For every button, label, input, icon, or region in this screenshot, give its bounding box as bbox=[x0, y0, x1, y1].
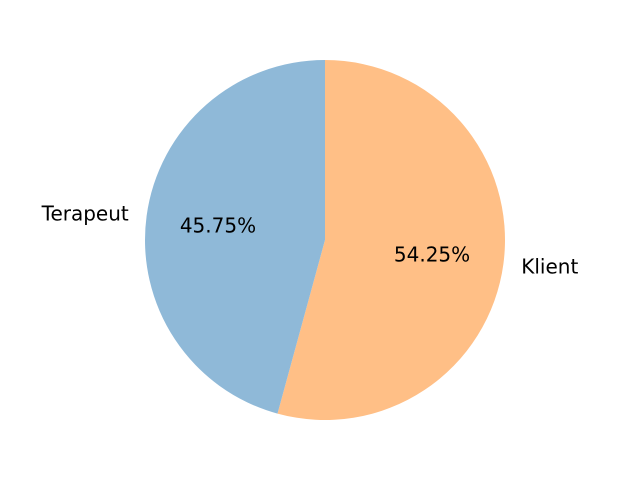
pie-labels: 54.25% Klient 45.75% Terapeut bbox=[41, 202, 579, 279]
pie-slice-klient bbox=[277, 60, 505, 420]
pie-slices bbox=[144, 60, 505, 420]
slice-label-klient: Klient bbox=[521, 254, 578, 278]
pct-label-klient: 54.25% bbox=[394, 242, 470, 266]
pct-label-terapeut: 45.75% bbox=[180, 214, 256, 238]
pie-slice-terapeut bbox=[144, 60, 325, 414]
slice-label-terapeut: Terapeut bbox=[41, 202, 129, 226]
